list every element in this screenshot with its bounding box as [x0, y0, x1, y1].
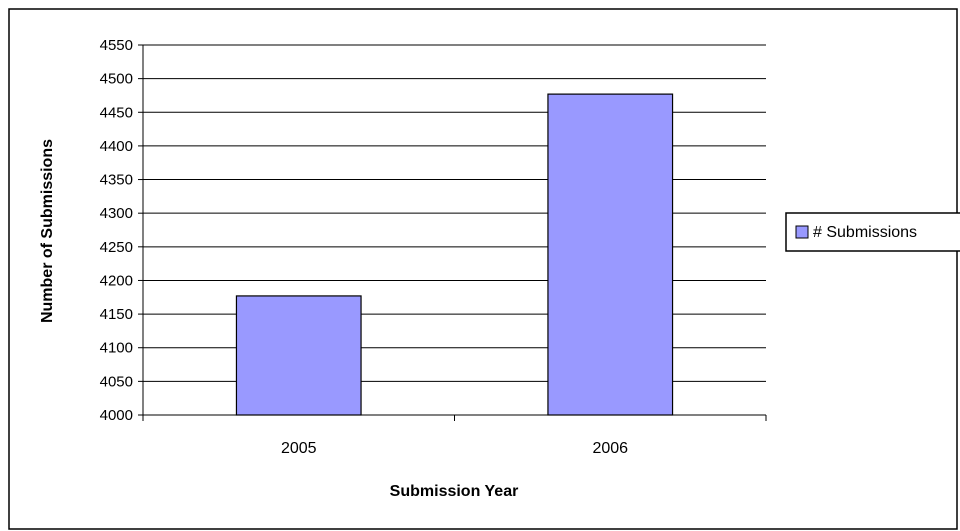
- y-tick-label: 4150: [100, 306, 133, 323]
- y-tick-label: 4000: [100, 407, 133, 424]
- bar-2005: [236, 296, 361, 415]
- y-tick-label: 4300: [100, 205, 133, 222]
- legend-label: # Submissions: [813, 224, 917, 241]
- y-tick-label: 4350: [100, 172, 133, 189]
- legend: # Submissions: [786, 213, 960, 251]
- y-tick-label: 4050: [100, 373, 133, 390]
- y-tick-label: 4550: [100, 37, 133, 54]
- legend-swatch: [796, 226, 808, 238]
- y-axis-label: Number of Submissions: [39, 139, 56, 323]
- y-tick-label: 4250: [100, 239, 133, 256]
- y-tick-label: 4100: [100, 340, 133, 357]
- y-tick-label: 4400: [100, 138, 133, 155]
- x-axis-label: Submission Year: [390, 483, 519, 500]
- x-tick-label: 2006: [592, 440, 628, 457]
- x-tick-label: 2005: [281, 440, 317, 457]
- y-tick-label: 4500: [100, 71, 133, 88]
- chart-border: [9, 9, 957, 529]
- bar-2006: [548, 94, 673, 415]
- y-tick-label: 4450: [100, 104, 133, 121]
- y-tick-label: 4200: [100, 272, 133, 289]
